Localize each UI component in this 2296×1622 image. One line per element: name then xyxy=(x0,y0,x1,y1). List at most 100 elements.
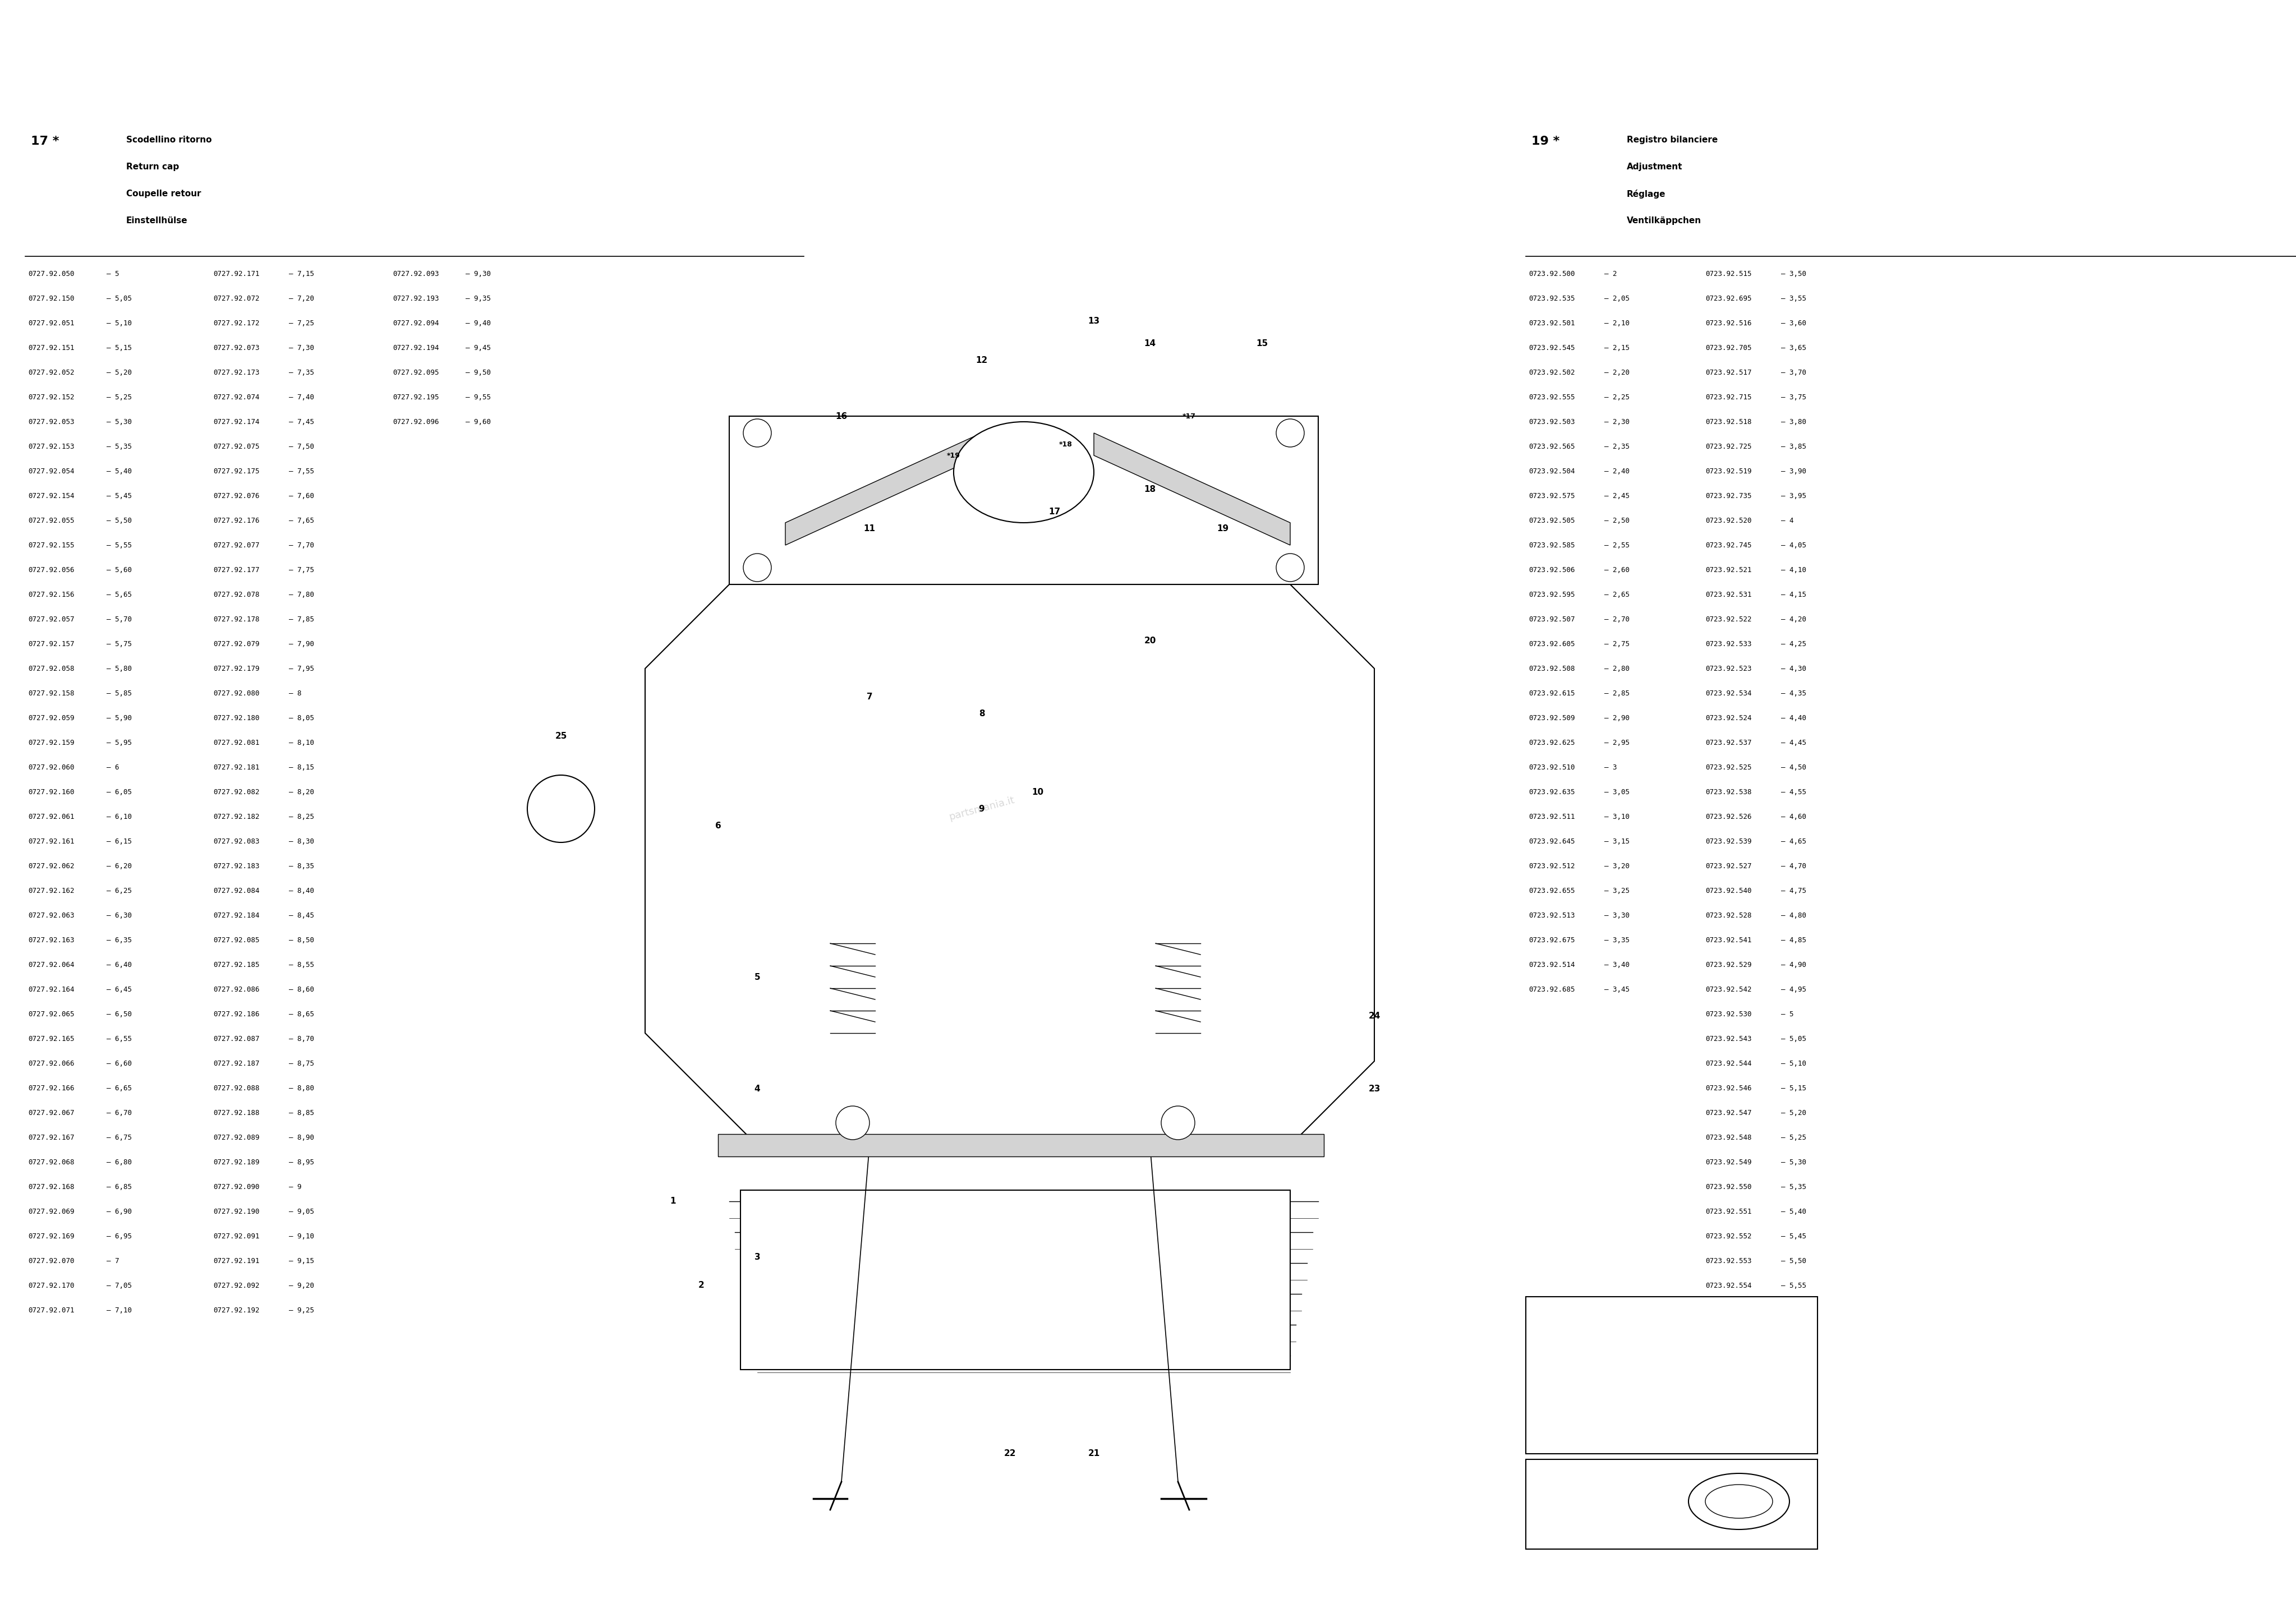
Text: 0727.92.073: 0727.92.073 xyxy=(214,344,259,352)
Text: — 8,75: — 8,75 xyxy=(289,1061,315,1067)
Text: 0727.92.079: 0727.92.079 xyxy=(214,641,259,647)
Text: 0727.92.175: 0727.92.175 xyxy=(214,467,259,475)
Text: — 5: — 5 xyxy=(106,271,119,277)
Text: 0727.92.072: 0727.92.072 xyxy=(214,295,259,302)
Text: 0723.92.655: 0723.92.655 xyxy=(1529,887,1575,895)
Text: 0727.92.161: 0727.92.161 xyxy=(28,839,73,845)
Text: 0723.92.509: 0723.92.509 xyxy=(1529,715,1575,722)
Text: 0723.92.518: 0723.92.518 xyxy=(1706,418,1752,425)
Text: — 5,65: — 5,65 xyxy=(106,590,131,599)
Text: — 6,70: — 6,70 xyxy=(106,1109,131,1116)
Text: — 4,05: — 4,05 xyxy=(1782,542,1807,550)
Text: — 3,45: — 3,45 xyxy=(1605,986,1630,993)
Text: 0723.92.522: 0723.92.522 xyxy=(1706,616,1752,623)
Text: — 8,90: — 8,90 xyxy=(289,1134,315,1142)
Text: — 9,30: — 9,30 xyxy=(466,271,491,277)
Bar xyxy=(719,1134,1325,1156)
Circle shape xyxy=(836,1106,870,1140)
Text: 0723.92.540: 0723.92.540 xyxy=(1706,887,1752,895)
Text: 0723.92.534: 0723.92.534 xyxy=(1706,689,1752,697)
Text: 0727.92.060: 0727.92.060 xyxy=(28,764,73,770)
Text: 0727.92.179: 0727.92.179 xyxy=(214,665,259,673)
Text: — 6,30: — 6,30 xyxy=(106,912,131,920)
Text: — 7,95: — 7,95 xyxy=(289,665,315,673)
Text: 0727.92.078: 0727.92.078 xyxy=(214,590,259,599)
Text: — 3,80: — 3,80 xyxy=(1782,418,1807,425)
Text: — 8,40: — 8,40 xyxy=(289,887,315,895)
Text: 0727.92.068: 0727.92.068 xyxy=(28,1158,73,1166)
Ellipse shape xyxy=(953,422,1093,522)
Text: 0723.92.513: 0723.92.513 xyxy=(1529,912,1575,920)
Polygon shape xyxy=(1093,433,1290,545)
Text: — 7,60: — 7,60 xyxy=(289,493,315,500)
Text: 12: 12 xyxy=(976,355,987,365)
Text: — 9,20: — 9,20 xyxy=(289,1281,315,1289)
Text: 0727.92.058: 0727.92.058 xyxy=(28,665,73,673)
Text: — 7,20: — 7,20 xyxy=(289,295,315,302)
Text: 0723.92.585: 0723.92.585 xyxy=(1529,542,1575,550)
Text: 0723.92.549: 0723.92.549 xyxy=(1706,1158,1752,1166)
Text: 0727.92.164: 0727.92.164 xyxy=(28,986,73,993)
Text: — 7,35: — 7,35 xyxy=(289,370,315,376)
Text: 0727.92.176: 0727.92.176 xyxy=(214,517,259,524)
Text: — 4: — 4 xyxy=(1782,517,1793,524)
Text: 0727.92.086: 0727.92.086 xyxy=(214,986,259,993)
Text: 0727.92.188: 0727.92.188 xyxy=(214,1109,259,1116)
Text: — 3,90: — 3,90 xyxy=(1782,467,1807,475)
Text: — 2,35: — 2,35 xyxy=(1605,443,1630,451)
Text: 0723.92.510: 0723.92.510 xyxy=(1529,764,1575,770)
Text: — 2,75: — 2,75 xyxy=(1605,641,1630,647)
Text: — 7: — 7 xyxy=(106,1257,119,1265)
Text: — 5,50: — 5,50 xyxy=(106,517,131,524)
Text: — 3,10: — 3,10 xyxy=(1605,813,1630,821)
Text: — 6,55: — 6,55 xyxy=(106,1035,131,1043)
Text: 16: 16 xyxy=(836,412,847,420)
Text: — 7,25: — 7,25 xyxy=(289,320,315,328)
Text: — 7,50: — 7,50 xyxy=(289,443,315,451)
Text: 0727.92.085: 0727.92.085 xyxy=(214,936,259,944)
Text: 0723.92.551: 0723.92.551 xyxy=(1706,1208,1752,1215)
Text: 0727.92.069: 0727.92.069 xyxy=(28,1208,73,1215)
Text: — 5,60: — 5,60 xyxy=(1782,1307,1807,1314)
Text: — 2,30: — 2,30 xyxy=(1605,418,1630,425)
Text: 0723.92.500: 0723.92.500 xyxy=(1529,271,1575,277)
Text: 0723.92.553: 0723.92.553 xyxy=(1706,1257,1752,1265)
Text: 0727.92.051: 0727.92.051 xyxy=(28,320,73,328)
Text: Scodellino ritorno: Scodellino ritorno xyxy=(126,136,211,144)
Text: 0727.92.057: 0727.92.057 xyxy=(28,616,73,623)
Text: — 6,85: — 6,85 xyxy=(106,1184,131,1191)
Text: — 7,10: — 7,10 xyxy=(106,1307,131,1314)
Text: — 9,45: — 9,45 xyxy=(466,344,491,352)
Text: — 2,85: — 2,85 xyxy=(1605,689,1630,697)
Text: 0723.92.505: 0723.92.505 xyxy=(1529,517,1575,524)
Text: — 6,05: — 6,05 xyxy=(106,788,131,796)
Text: — 5,90: — 5,90 xyxy=(106,715,131,722)
Text: 0727.92.093: 0727.92.093 xyxy=(393,271,439,277)
Text: — 4,45: — 4,45 xyxy=(1782,740,1807,746)
Text: — 2,15: — 2,15 xyxy=(1605,344,1630,352)
Text: 0723.92.552: 0723.92.552 xyxy=(1706,1233,1752,1241)
Text: 0723.92.715: 0723.92.715 xyxy=(1706,394,1752,401)
Text: — 4,50: — 4,50 xyxy=(1782,764,1807,770)
Text: 0723.92.520: 0723.92.520 xyxy=(1706,517,1752,524)
Text: — 8: — 8 xyxy=(289,689,301,697)
Text: 0727.92.063: 0727.92.063 xyxy=(28,912,73,920)
Text: — 4,60: — 4,60 xyxy=(1782,813,1807,821)
Ellipse shape xyxy=(1706,1484,1773,1518)
Text: 24: 24 xyxy=(1368,1012,1380,1020)
Text: — 6,90: — 6,90 xyxy=(106,1208,131,1215)
Text: — 8,95: — 8,95 xyxy=(289,1158,315,1166)
Text: 0723.92.546: 0723.92.546 xyxy=(1706,1085,1752,1092)
Text: — 5,05: — 5,05 xyxy=(106,295,131,302)
Text: — 7,55: — 7,55 xyxy=(289,467,315,475)
Text: — 5,50: — 5,50 xyxy=(1782,1257,1807,1265)
Text: — 4,10: — 4,10 xyxy=(1782,566,1807,574)
Text: — 4,85: — 4,85 xyxy=(1782,936,1807,944)
Text: 0727.92.152: 0727.92.152 xyxy=(28,394,73,401)
Text: — 9,40: — 9,40 xyxy=(466,320,491,328)
Text: — 6,95: — 6,95 xyxy=(106,1233,131,1241)
Text: — 5,60: — 5,60 xyxy=(106,566,131,574)
Text: 0727.92.171: 0727.92.171 xyxy=(214,271,259,277)
Text: 0727.92.191: 0727.92.191 xyxy=(214,1257,259,1265)
Text: 19 *: 19 * xyxy=(1531,136,1559,148)
